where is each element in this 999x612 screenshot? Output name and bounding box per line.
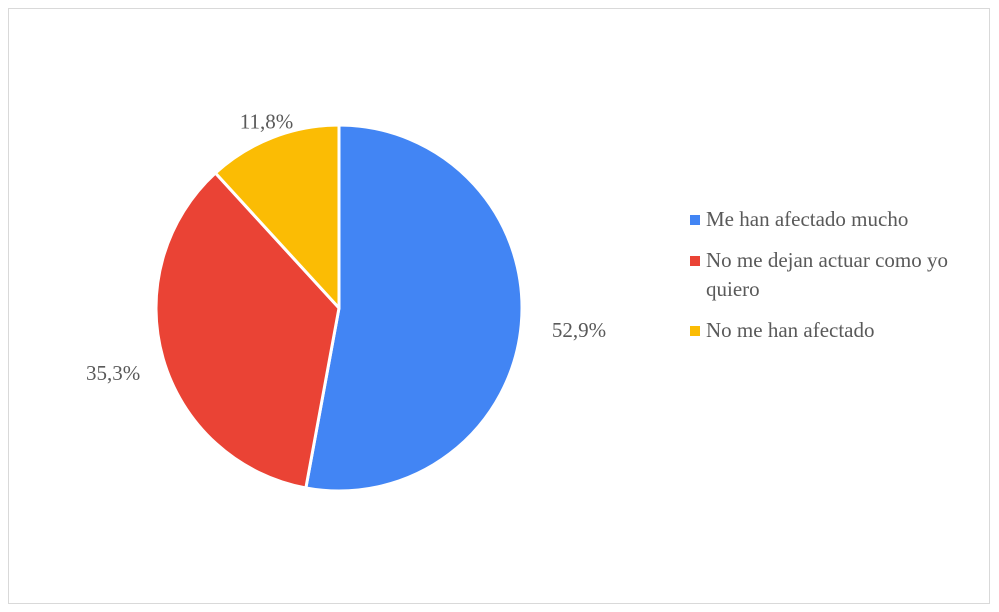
legend-label: No me dejan actuar como yo quiero [706, 248, 948, 301]
legend-label: Me han afectado mucho [706, 207, 909, 231]
legend-item-no-me-dejan-actuar: No me dejan actuar como yo quiero [690, 246, 990, 304]
legend-swatch [690, 215, 700, 225]
legend-item-me-han-afectado-mucho: Me han afectado mucho [690, 205, 990, 234]
legend-swatch [690, 326, 700, 336]
slice-me-han-afectado-mucho [304, 123, 524, 493]
legend-label: No me han afectado [706, 318, 875, 342]
legend: Me han afectado mucho No me dejan actuar… [690, 205, 990, 357]
pct-label-me-han-afectado-mucho: 52,9% [552, 318, 606, 342]
pct-label-no-me-dejan-actuar: 35,3% [86, 361, 140, 385]
legend-swatch [690, 256, 700, 266]
legend-item-no-me-han-afectado: No me han afectado [690, 316, 990, 345]
slice-no-me-dejan-actuar [154, 171, 341, 490]
pct-label-no-me-han-afectado: 11,8% [240, 110, 293, 134]
slice-no-me-han-afectado [213, 123, 341, 310]
